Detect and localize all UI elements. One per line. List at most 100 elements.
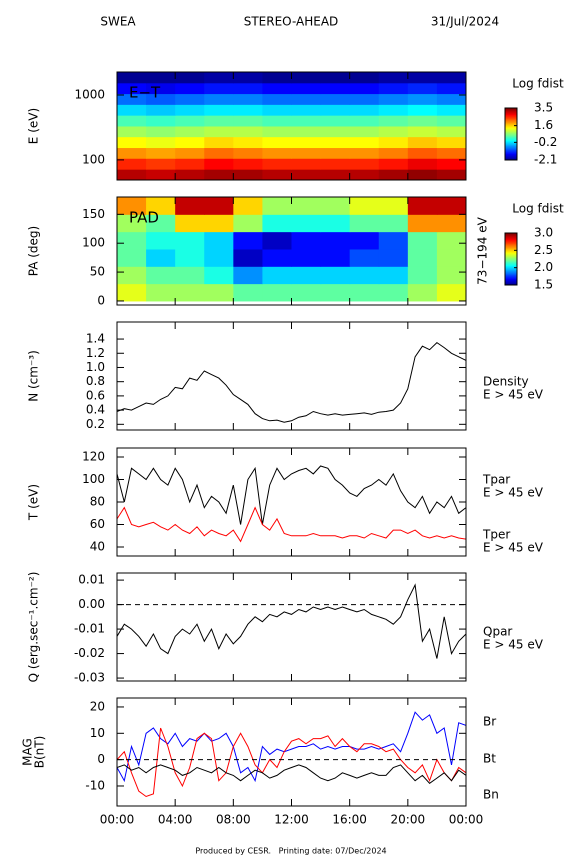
heat-cell [436, 197, 466, 215]
heat-cell [204, 231, 234, 250]
heat-cell [436, 136, 466, 149]
colorbar-swatch [505, 134, 517, 136]
y-tick-label: 0 [97, 752, 105, 766]
y-tick-label: 1.4 [86, 332, 105, 346]
colorbar-swatch [505, 270, 517, 273]
colorbar-title: Log fdist [512, 202, 564, 216]
heat-cell [349, 147, 380, 159]
heat-cell [233, 169, 263, 180]
heat-cell [204, 283, 234, 302]
colorbar-tick-label: -2.1 [534, 153, 557, 167]
heat-cell [233, 214, 263, 233]
heat-cell [117, 82, 147, 95]
heat-cell [291, 197, 322, 215]
colorbar-swatch [505, 248, 517, 251]
heat-cell [233, 266, 263, 285]
colorbar-swatch [505, 262, 517, 265]
heat-cell [146, 158, 176, 170]
colorbar-swatch [505, 113, 517, 115]
heat-cell [175, 158, 205, 170]
panel-frame [116, 321, 467, 431]
heat-cell [204, 266, 234, 285]
heat-cell [320, 115, 351, 127]
heat-cell [262, 136, 292, 149]
heat-cell [175, 231, 205, 250]
energy-range: 73−194 eV [476, 216, 490, 284]
colorbar-swatch [505, 243, 517, 246]
colorbar-swatch [505, 275, 517, 278]
heat-cell [436, 72, 466, 84]
colorbar-swatch [505, 149, 517, 152]
y-tick-label: 0.8 [86, 374, 105, 388]
y-tick-label: -0.01 [74, 622, 105, 636]
colorbar-swatch [505, 156, 517, 158]
heat-cell [378, 72, 409, 84]
colorbar-swatch [505, 139, 517, 141]
series-label: Qpar [483, 625, 512, 639]
heat-cell [117, 197, 147, 215]
heat-cell [175, 248, 205, 267]
y-tick-label: 80 [90, 495, 105, 509]
heat-cell [175, 82, 205, 95]
colorbar-swatch [505, 136, 517, 139]
colorbar-swatch [505, 128, 517, 131]
heat-cell [349, 93, 380, 105]
colorbar-swatch [505, 281, 517, 283]
heat-cell [233, 82, 263, 95]
heat-cell [320, 248, 351, 267]
colorbar-swatch [505, 147, 517, 149]
heat-cell [117, 283, 147, 302]
series-line [117, 506, 466, 543]
heat-cell [117, 147, 147, 159]
x-tick-label: 00:00 [449, 813, 484, 827]
heat-cell [291, 72, 322, 84]
heat-cell [320, 82, 351, 95]
colorbar-swatch [505, 135, 517, 138]
heat-cell [407, 197, 438, 215]
heat-cell [175, 197, 205, 215]
series-line [117, 465, 466, 525]
x-tick-label: 00:00 [100, 813, 135, 827]
heat-cell [436, 283, 466, 302]
heat-cell [175, 136, 205, 149]
colorbar-swatch [505, 118, 517, 121]
heat-cell [146, 125, 176, 138]
colorbar-swatch [505, 269, 517, 272]
heat-cell [320, 266, 351, 285]
heat-cell [117, 266, 147, 285]
colorbar-swatch [505, 261, 517, 264]
heat-cell [146, 104, 176, 116]
heat-cell [378, 231, 409, 250]
heat-cell [175, 72, 205, 84]
series-label: Bt [483, 752, 496, 766]
heat-cell [146, 147, 176, 159]
heat-cell [407, 104, 438, 116]
date: 31/Jul/2024 [431, 15, 499, 29]
colorbar-swatch [505, 244, 517, 247]
colorbar-swatch [505, 253, 517, 256]
heat-cell [175, 104, 205, 116]
heat-cell [320, 147, 351, 159]
colorbar-swatch [505, 246, 517, 248]
colorbar-swatch [505, 143, 517, 145]
heat-cell [378, 248, 409, 267]
heat-cell [117, 125, 147, 138]
x-tick-label: 12:00 [274, 813, 309, 827]
heat-cell [291, 214, 322, 233]
series-annotation: E > 45 eV [483, 486, 544, 500]
heat-cell [204, 147, 234, 159]
heat-cell [291, 82, 322, 95]
heat-cell [378, 169, 409, 180]
y-axis-label: T (eV) [27, 484, 41, 521]
colorbar-swatch [505, 256, 517, 259]
heat-cell [204, 125, 234, 138]
heat-cell [320, 125, 351, 138]
heat-cell [349, 169, 380, 180]
colorbar-swatch [505, 130, 517, 132]
colorbar-swatch [505, 141, 517, 144]
heat-cell [262, 231, 292, 250]
colorbar-swatch [505, 140, 517, 143]
panel-label: E−T [129, 84, 161, 102]
heat-cell [291, 266, 322, 285]
